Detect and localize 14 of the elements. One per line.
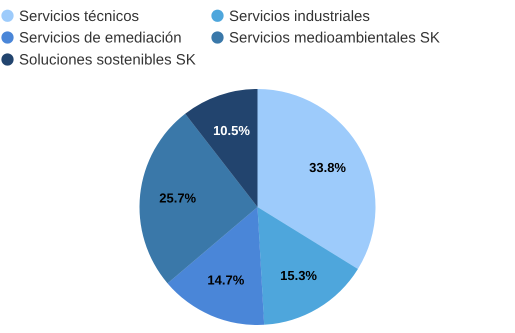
legend-label: Servicios de emediación bbox=[19, 30, 182, 46]
pie-slice bbox=[140, 114, 258, 284]
pie-slice bbox=[258, 207, 358, 325]
data-label: 25.7% bbox=[159, 190, 197, 206]
legend-label: Servicios medioambientales SK bbox=[229, 30, 440, 46]
data-label: 14.7% bbox=[207, 272, 245, 288]
data-label: 10.5% bbox=[213, 123, 250, 138]
legend-label: Soluciones sostenibles SK bbox=[19, 52, 196, 68]
data-label: 15.3% bbox=[280, 268, 318, 283]
pie-slice bbox=[168, 207, 264, 325]
data-label: 33.8% bbox=[309, 160, 346, 175]
legend-label: Servicios industriales bbox=[229, 8, 370, 25]
legend-label: Servicios técnicos bbox=[19, 8, 140, 25]
pie-slice bbox=[258, 89, 376, 269]
